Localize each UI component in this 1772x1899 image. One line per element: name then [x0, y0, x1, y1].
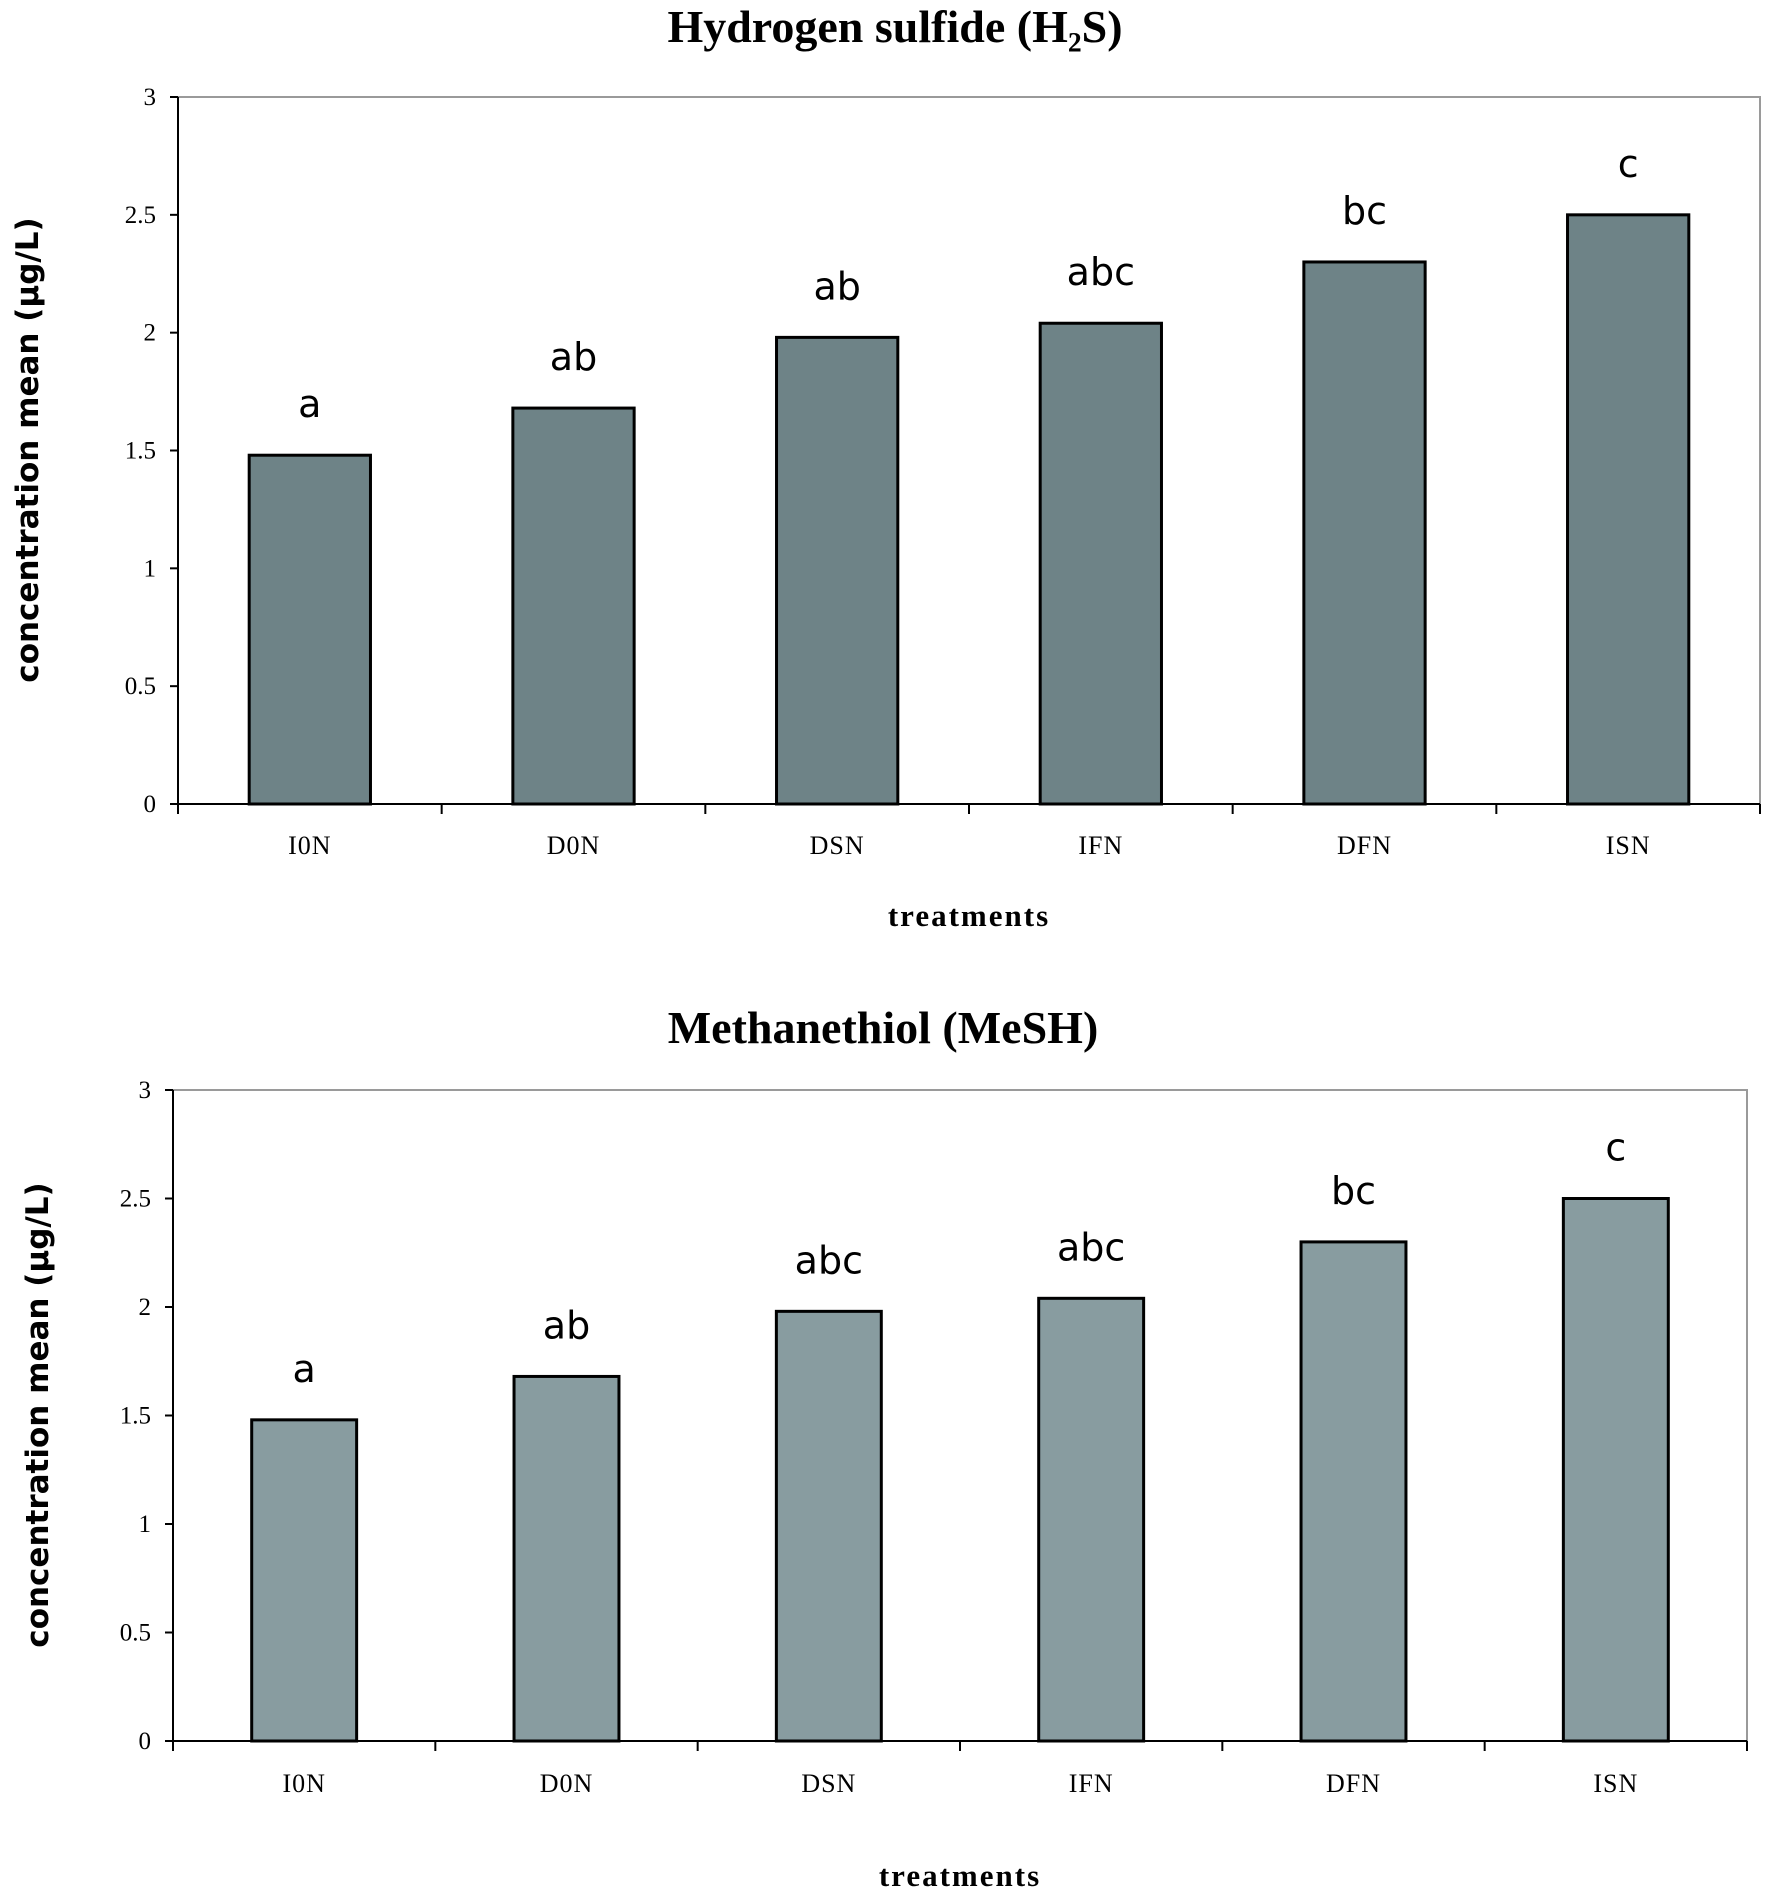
bar-dsn — [774, 1309, 883, 1743]
significance-label: a — [293, 1347, 316, 1391]
chart-2-plot-frame — [172, 1089, 1748, 1742]
y-tick-label: 2 — [139, 1294, 152, 1321]
chart-1-svg: Hydrogen sulfide (H₂S) 0 0.5 1 1.5 2 2.5 3 I0N… — [10, 1, 1761, 933]
chart-1-title: Hydrogen sulfide (H₂S) — [667, 1, 1122, 52]
bar-isn — [1561, 1197, 1670, 1743]
significance-label: abc — [1067, 250, 1135, 294]
y-tick-label: 1.5 — [125, 438, 156, 465]
chart-2-title: Methanethiol (MeSH) — [668, 1002, 1099, 1053]
y-tick-label: 1.5 — [120, 1403, 151, 1430]
bar-ifn — [1038, 321, 1163, 806]
y-tick-label: 0 — [139, 1728, 152, 1755]
chart-1-y-label: concentration mean (µg/L) — [10, 217, 46, 682]
x-tick-label: DSN — [801, 1769, 856, 1798]
significance-label: bc — [1331, 1169, 1376, 1213]
y-tick-label: 0.5 — [120, 1620, 151, 1647]
significance-label: ab — [550, 335, 597, 379]
bar-i0n — [247, 453, 372, 806]
x-tick-label: IFN — [1078, 831, 1123, 860]
chart-2-y-label: concentration mean (µg/L) — [20, 1182, 56, 1647]
significance-label: abc — [795, 1238, 863, 1282]
y-tick-label: 3 — [144, 84, 157, 111]
x-tick-label: DFN — [1337, 831, 1392, 860]
x-tick-label: I0N — [288, 831, 331, 860]
x-tick-label: ISN — [1606, 831, 1651, 860]
bar-d0n — [512, 1374, 621, 1743]
chart-methanethiol: Methanethiol (MeSH) 0 0.5 1 1.5 2 2.5 3 I0N D0N… — [0, 950, 1772, 1899]
y-tick-label: 0.5 — [125, 673, 156, 700]
significance-label: bc — [1342, 189, 1387, 233]
y-tick-label: 1 — [139, 1511, 152, 1538]
y-tick-label: 0 — [144, 791, 157, 818]
significance-label: c — [1618, 142, 1639, 186]
bar-dsn — [775, 335, 900, 806]
x-tick-label: DFN — [1326, 1769, 1381, 1798]
significance-label: abc — [1057, 1225, 1125, 1269]
bar-isn — [1566, 213, 1691, 806]
x-tick-label: D0N — [540, 1769, 594, 1798]
significance-label: a — [298, 382, 321, 426]
chart-hydrogen-sulfide: Hydrogen sulfide (H₂S) 0 0.5 1 1.5 2 2.5 3 I0N… — [10, 1, 1761, 933]
bar-i0n — [250, 1418, 359, 1743]
x-tick-label: IFN — [1069, 1769, 1114, 1798]
y-tick-label: 1 — [144, 555, 157, 582]
x-tick-label: I0N — [282, 1769, 325, 1798]
y-tick-label: 2.5 — [120, 1186, 151, 1213]
bar-ifn — [1037, 1296, 1146, 1743]
bar-dfn — [1299, 1240, 1408, 1743]
x-tick-label: ISN — [1593, 1769, 1638, 1798]
y-tick-label: 3 — [139, 1077, 152, 1104]
chart-1-plot-frame — [177, 96, 1761, 805]
chart-2-svg: Methanethiol (MeSH) 0 0.5 1 1.5 2 2.5 3 I0N D0N… — [20, 1002, 1748, 1893]
chart-1-x-label: treatments — [888, 898, 1050, 933]
chart-2-x-label: treatments — [879, 1858, 1041, 1893]
significance-label: ab — [543, 1303, 590, 1347]
x-tick-label: D0N — [547, 831, 601, 860]
y-tick-label: 2.5 — [125, 202, 156, 229]
bar-d0n — [511, 406, 636, 806]
x-tick-label: DSN — [810, 831, 865, 860]
bar-dfn — [1302, 260, 1427, 806]
y-tick-label: 2 — [144, 320, 157, 347]
significance-label: c — [1605, 1126, 1626, 1170]
significance-label: ab — [813, 264, 860, 308]
